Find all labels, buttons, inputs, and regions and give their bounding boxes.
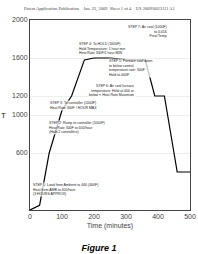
svg-text:1200: 1200 [12, 92, 28, 99]
svg-text:STEP 1: Load from Ambient to 4: STEP 1: Load from Ambient to 400 (400F)H… [33, 183, 98, 196]
svg-text:0: 0 [28, 213, 32, 220]
svg-text:2000: 2000 [12, 16, 28, 23]
svg-text:T: T [1, 111, 6, 120]
svg-text:1000: 1000 [12, 111, 28, 118]
svg-text:STEP 5: Furnace cool downto be: STEP 5: Furnace cool downto below contro… [109, 59, 153, 77]
svg-text:STEP 7: Air cool (1000F)to 0.0: STEP 7: Air cool (1000F)to 0.016Final Te… [128, 25, 167, 38]
svg-text:600: 600 [16, 149, 28, 156]
svg-text:200: 200 [88, 213, 100, 220]
svg-text:Figure 1: Figure 1 [81, 243, 116, 253]
svg-text:Patent Application Publication: Patent Application Publication Jan. 22, … [24, 6, 175, 12]
svg-text:400: 400 [152, 213, 164, 220]
svg-text:STEP 2: Ramp to controller (10: STEP 2: Ramp to controller (1000F)Heat R… [49, 121, 105, 134]
svg-text:100: 100 [56, 213, 68, 220]
svg-text:STEP 6: Air cool furnacetemper: STEP 6: Air cool furnacetemperature: Hol… [89, 84, 135, 97]
svg-text:300: 300 [120, 213, 132, 220]
svg-text:STEP 3: To controller (1000F)H: STEP 3: To controller (1000F)Heat Rate 3… [50, 101, 97, 110]
svg-text:1600: 1600 [12, 54, 28, 61]
svg-text:STEP 4: To HOLD (1600F)Hold Te: STEP 4: To HOLD (1600F)Hold Temperature:… [79, 42, 125, 55]
svg-text:Time (minutes): Time (minutes) [87, 222, 133, 230]
svg-text:500: 500 [184, 213, 196, 220]
